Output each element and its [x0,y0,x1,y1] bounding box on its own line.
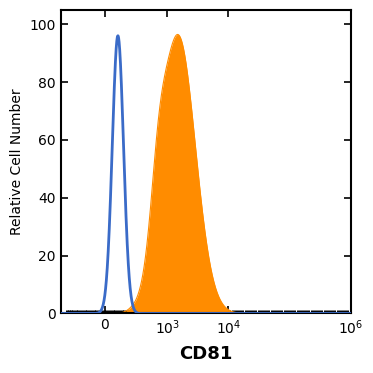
X-axis label: CD81: CD81 [179,345,232,363]
Y-axis label: Relative Cell Number: Relative Cell Number [10,88,24,235]
